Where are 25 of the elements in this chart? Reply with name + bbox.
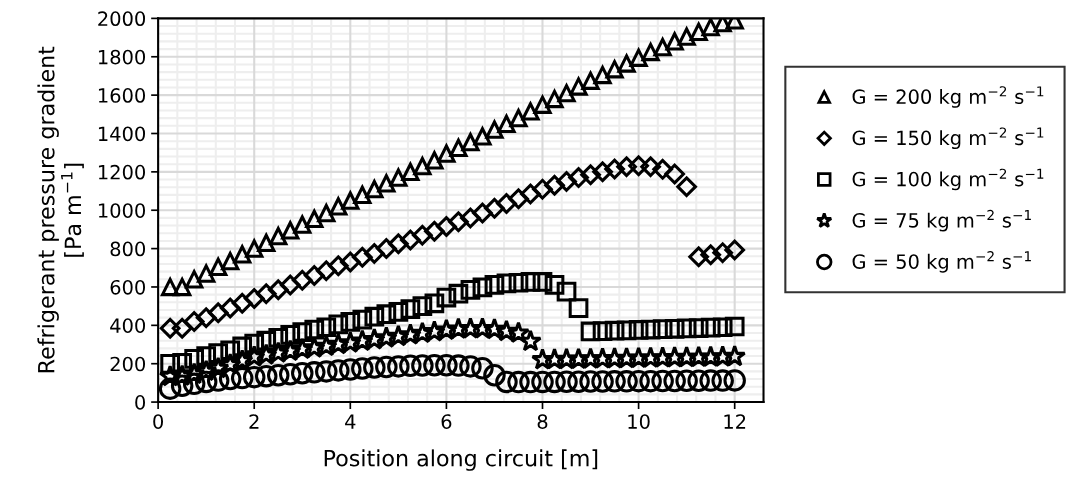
y-axis-title: Refrigerant pressure gradient [Pa m$^{−1}$]: [37, 46, 84, 373]
x-tick-label: 0: [153, 414, 164, 429]
x-axis-title: Position along circuit [m]: [324, 449, 598, 471]
x-tick-label: 6: [441, 414, 452, 429]
y-tick-label: 1600: [98, 88, 146, 103]
legend-label: G = 50 kg m$^{−2}$ s$^{−1}$: [852, 251, 1031, 273]
legend-label: G = 100 kg m$^{−2}$ s$^{−1}$: [852, 168, 1044, 191]
y-tick-label: 0: [135, 395, 146, 410]
x-tick-label: 8: [537, 414, 548, 429]
y-tick-label: 1000: [98, 203, 146, 218]
x-tick-label: 4: [345, 414, 356, 429]
y-tick-label: 200: [110, 356, 146, 372]
legend-label: G = 200 kg m$^{−2}$ s$^{−1}$: [852, 86, 1044, 108]
legend-label: G = 75 kg m$^{−2}$ s$^{−1}$: [852, 209, 1031, 232]
legend-label: G = 150 kg m$^{−2}$ s$^{−1}$: [852, 127, 1044, 150]
y-tick-label: 600: [110, 279, 146, 295]
x-tick-label: 10: [628, 414, 650, 429]
y-tick-label: 800: [110, 241, 146, 257]
y-tick-label: 1800: [98, 49, 146, 65]
x-tick-label: 2: [249, 414, 259, 429]
y-tick-label: 1200: [98, 164, 146, 180]
y-tick-label: 400: [110, 318, 146, 333]
x-tick-label: 12: [724, 414, 746, 429]
y-tick-label: 2000: [98, 11, 146, 27]
y-tick-label: 1400: [98, 126, 146, 142]
